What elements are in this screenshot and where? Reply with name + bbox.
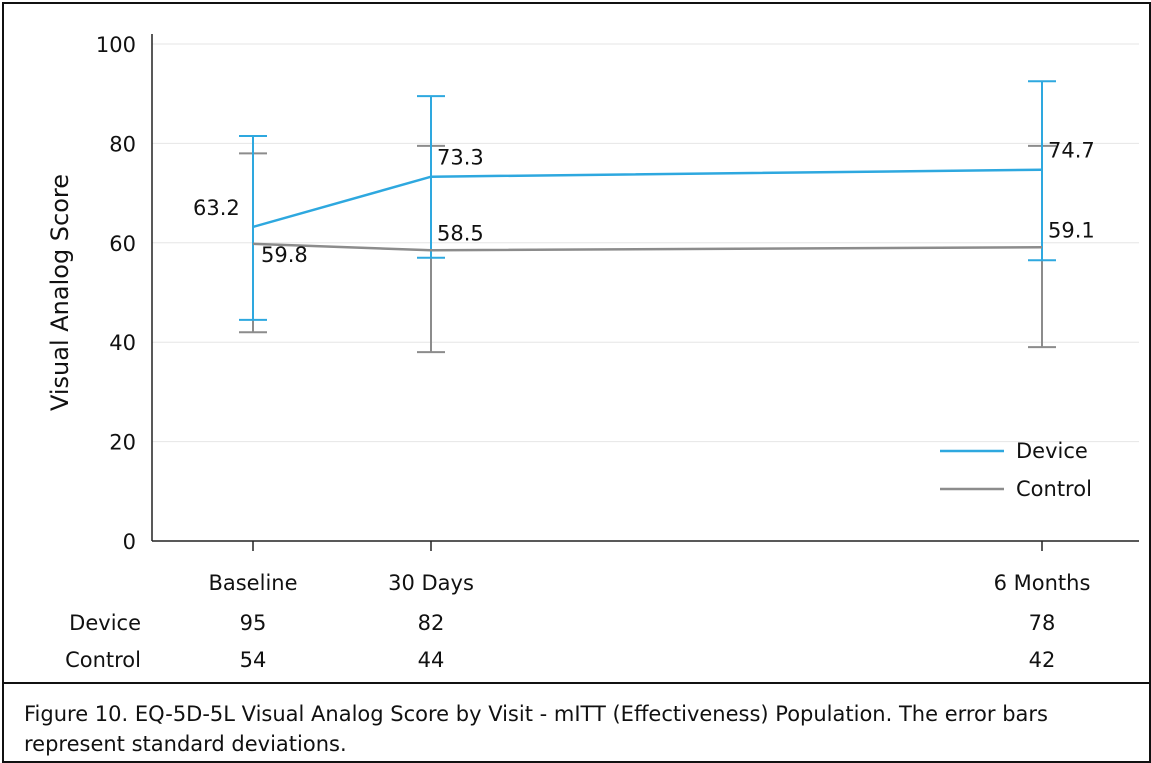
n-table-value: 78 — [1029, 611, 1056, 635]
figure-caption: Figure 10. EQ-5D-5L Visual Analog Score … — [24, 702, 1048, 756]
y-tick-label: 100 — [96, 33, 136, 57]
x-tick-label: 6 Months — [994, 571, 1091, 595]
series-line-control — [252, 242, 1043, 252]
y-tick-label: 80 — [109, 132, 136, 156]
n-table-row-label: Control — [65, 648, 141, 672]
chart-svg: 0 20 40 60 80 100 Baseline 30 Days 6 Months Visua… — [46, 33, 1139, 672]
n-table-value: 44 — [418, 648, 445, 672]
series-line-device — [252, 168, 1043, 229]
n-table-value: 95 — [240, 611, 267, 635]
n-table-value: 82 — [418, 611, 445, 635]
y-tick-label: 40 — [109, 331, 136, 355]
data-label-control: 58.5 — [437, 221, 484, 245]
data-label-device: 74.7 — [1048, 139, 1095, 163]
x-tick-label: Baseline — [208, 571, 297, 595]
legend-label-device: Device — [1016, 439, 1088, 463]
x-tick-label: 30 Days — [388, 571, 474, 595]
data-label-device: 63.2 — [193, 196, 240, 220]
y-tick-label: 60 — [109, 232, 136, 256]
data-label-device: 73.3 — [437, 146, 484, 170]
n-table-value: 42 — [1029, 648, 1056, 672]
y-tick-label: 0 — [123, 530, 136, 554]
n-table-value: 54 — [240, 648, 267, 672]
y-tick-label: 20 — [109, 431, 136, 455]
data-label-control: 59.8 — [261, 243, 308, 267]
plot-area: 0 20 40 60 80 100 Baseline 30 Days 6 Months Visua… — [4, 4, 1149, 684]
n-table-row-label: Device — [69, 611, 141, 635]
legend-label-control: Control — [1016, 477, 1092, 501]
data-label-control: 59.1 — [1048, 218, 1095, 242]
y-axis-label: Visual Analog Score — [46, 174, 74, 411]
